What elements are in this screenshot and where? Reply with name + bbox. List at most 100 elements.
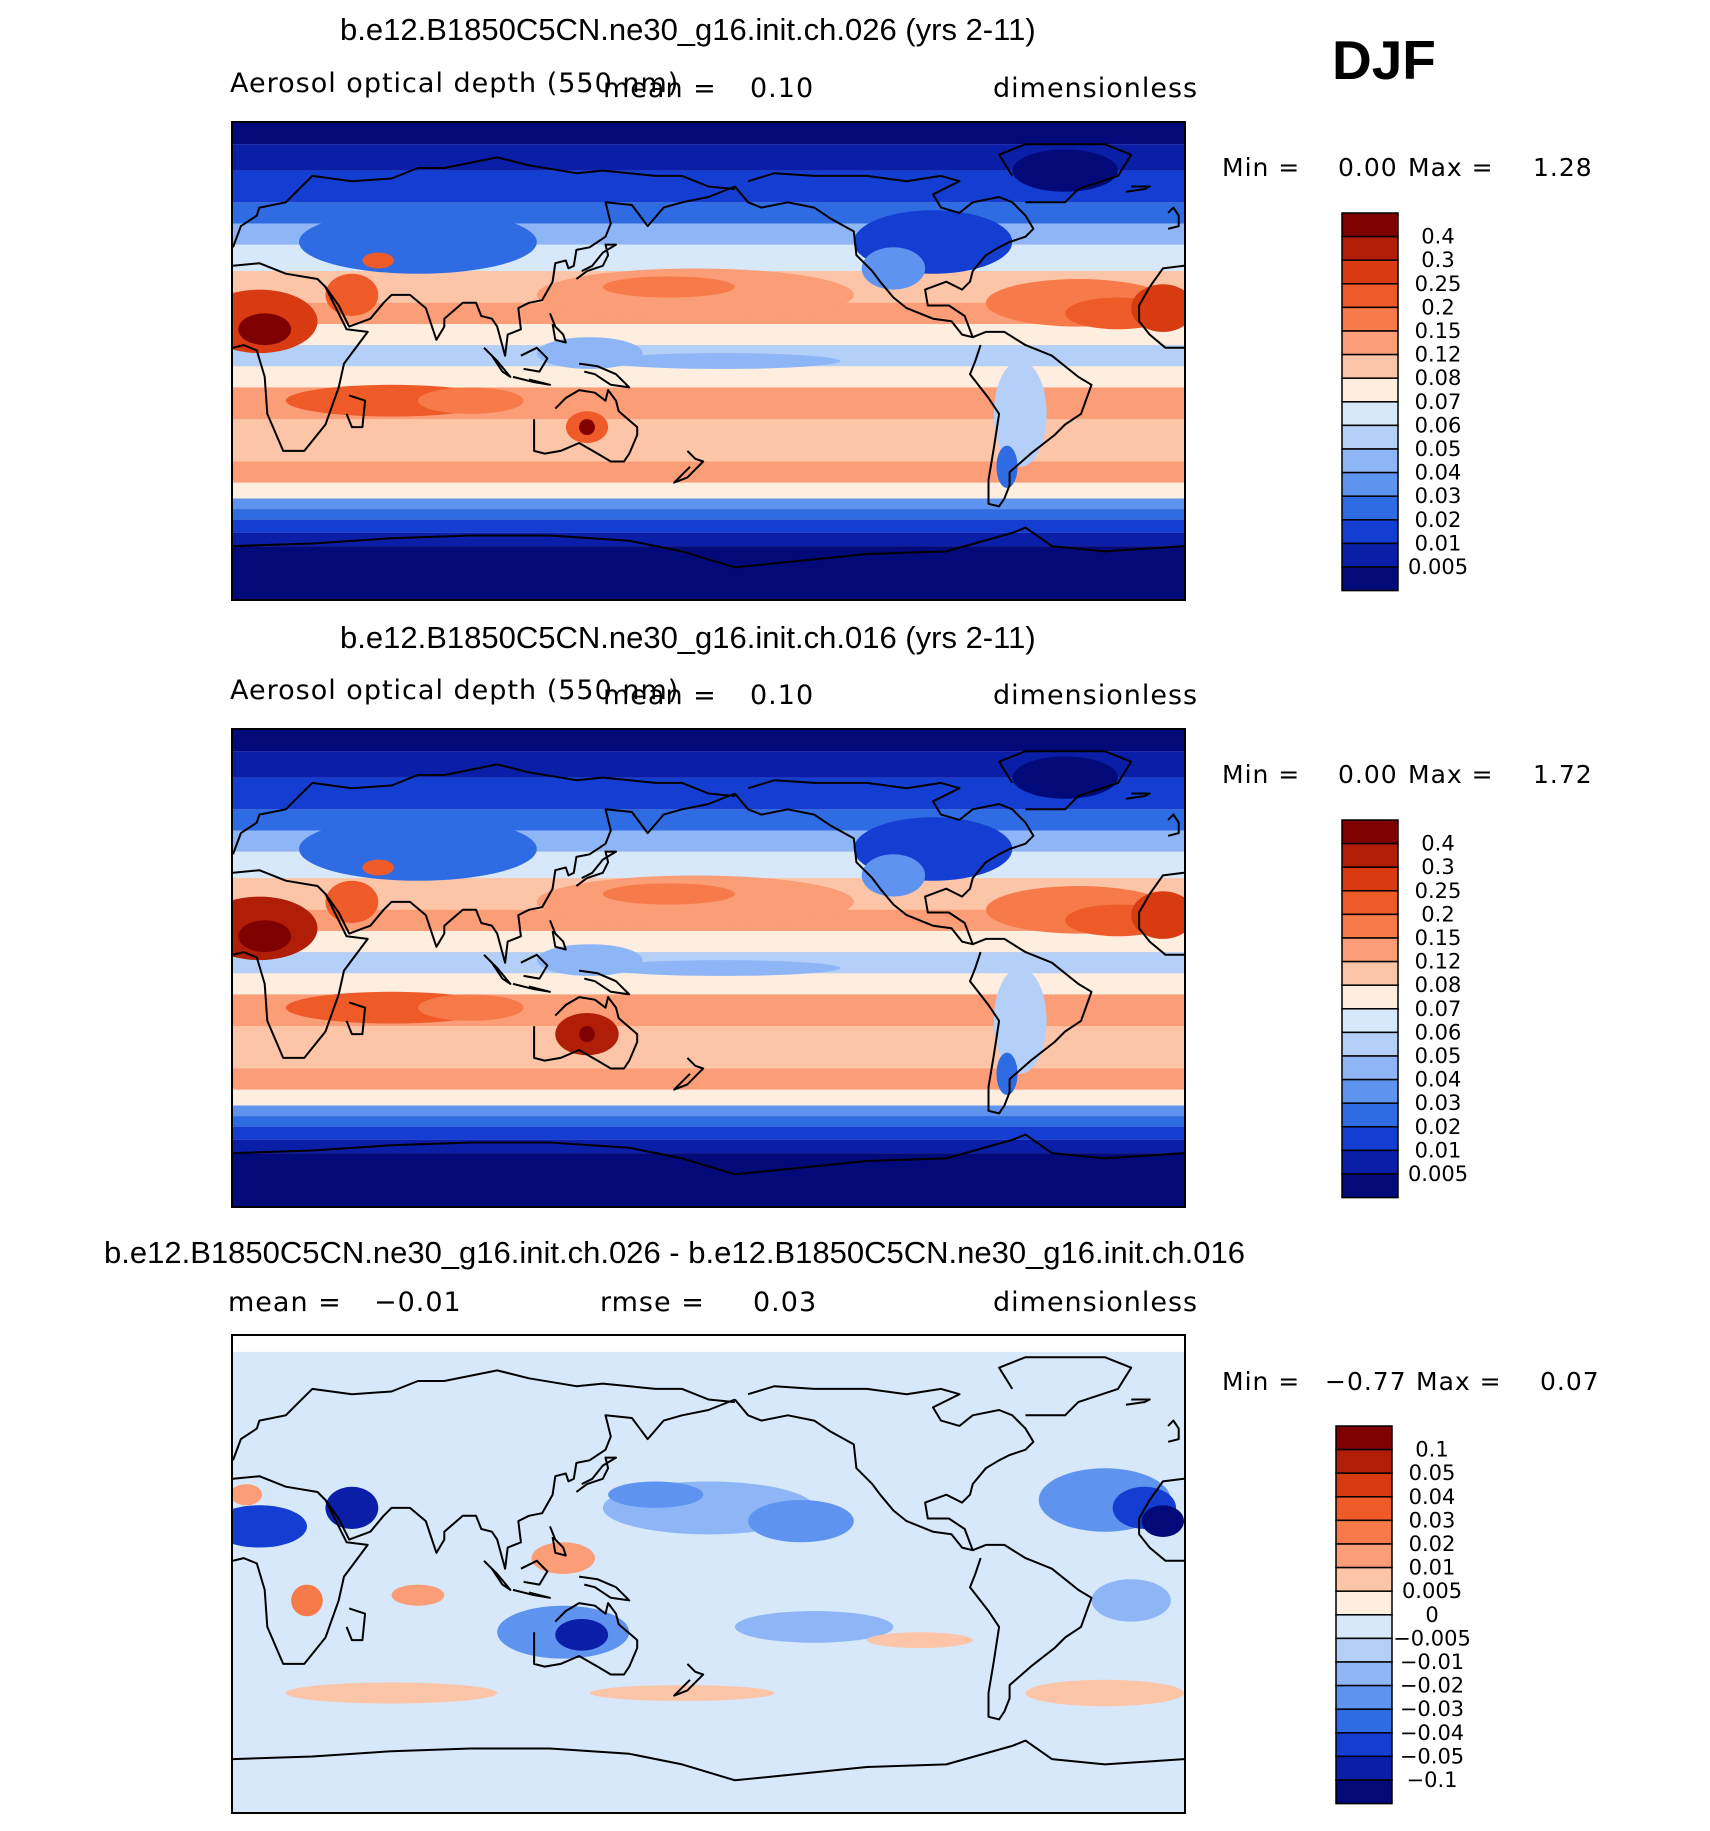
contour-band bbox=[233, 1089, 1184, 1106]
coastline bbox=[998, 750, 1133, 811]
colorbar-label: 0.03 bbox=[1409, 1508, 1456, 1532]
contour-blob bbox=[993, 361, 1047, 467]
panel-2-min-value: 0.00 bbox=[1338, 760, 1398, 789]
contour-blob bbox=[1141, 1505, 1184, 1537]
panel-3-max-value: 0.07 bbox=[1540, 1367, 1600, 1396]
contour-blob bbox=[861, 247, 926, 290]
coastline bbox=[734, 779, 1035, 946]
colorbar-swatch bbox=[1341, 519, 1399, 545]
contour-blob bbox=[233, 1484, 263, 1506]
colorbar-label: 0.3 bbox=[1421, 248, 1454, 272]
colorbar-label: −0.01 bbox=[1400, 1650, 1464, 1674]
colorbar-label: 0.2 bbox=[1421, 902, 1454, 926]
colorbar-swatch bbox=[1341, 1078, 1399, 1104]
colorbar-swatch bbox=[1341, 259, 1399, 285]
contour-band bbox=[233, 1068, 1184, 1090]
contour-blob bbox=[299, 817, 537, 881]
colorbar-swatch bbox=[1335, 1684, 1393, 1710]
colorbar-label: 0.01 bbox=[1415, 1138, 1462, 1162]
contour-blob bbox=[1012, 756, 1118, 799]
coastline bbox=[578, 1575, 631, 1602]
panel-2-map bbox=[231, 728, 1186, 1208]
coastline bbox=[345, 1607, 367, 1642]
colorbar-swatch bbox=[1335, 1614, 1393, 1640]
contour-blob bbox=[325, 880, 379, 924]
colorbar-label: 0.02 bbox=[1415, 1115, 1462, 1139]
panel-1-variable: Aerosol optical depth (550 nm) bbox=[230, 68, 680, 99]
coastline bbox=[1125, 1398, 1151, 1406]
contour-blob bbox=[285, 1682, 498, 1704]
colorbar-swatch bbox=[1341, 306, 1399, 332]
panel-1-colorbar: 0.4 0.3 0.25 0.2 0.15 0.12 0.08 0.07 0.06 0.05 0.0… bbox=[1341, 212, 1512, 593]
contour-band bbox=[233, 323, 1184, 346]
contour-band bbox=[233, 509, 1184, 520]
colorbar-swatch bbox=[1341, 1031, 1399, 1057]
colorbar-label: 0.07 bbox=[1415, 390, 1462, 414]
colorbar-label: 0.08 bbox=[1415, 973, 1462, 997]
contour-blob bbox=[531, 1542, 595, 1574]
contour-blob bbox=[1012, 149, 1118, 192]
panel-3-units: dimensionless bbox=[993, 1287, 1199, 1318]
colorbar-label: −0.03 bbox=[1400, 1697, 1464, 1721]
coastline bbox=[734, 172, 1035, 339]
colorbar-swatch bbox=[1341, 866, 1399, 892]
colorbar-label: 0.4 bbox=[1421, 225, 1454, 249]
colorbar-swatch bbox=[1341, 353, 1399, 379]
colorbar-label: 0.2 bbox=[1421, 295, 1454, 319]
colorbar-label: 0.01 bbox=[1409, 1556, 1456, 1580]
colorbar-swatch bbox=[1335, 1566, 1393, 1592]
coastline bbox=[1125, 792, 1151, 800]
colorbar-swatch bbox=[1341, 1008, 1399, 1034]
colorbar-swatch bbox=[1335, 1637, 1393, 1663]
contour-band bbox=[233, 1336, 1184, 1352]
colorbar-label: 0.07 bbox=[1415, 997, 1462, 1021]
coastline bbox=[483, 1560, 512, 1591]
colorbar-label: 0.08 bbox=[1415, 366, 1462, 390]
coastline bbox=[324, 1398, 736, 1570]
panel-2-units: dimensionless bbox=[993, 680, 1199, 711]
contour-blob bbox=[602, 276, 735, 298]
coastline bbox=[483, 954, 512, 985]
colorbar-swatch bbox=[1341, 1149, 1399, 1175]
coastline bbox=[345, 394, 367, 429]
colorbar-label: 0.05 bbox=[1409, 1461, 1456, 1485]
colorbar-label: 0.25 bbox=[1415, 879, 1462, 903]
colorbar-swatch bbox=[1341, 842, 1399, 868]
panel-3-min-value: −0.77 bbox=[1325, 1367, 1407, 1396]
colorbar-label: 0.4 bbox=[1421, 832, 1454, 856]
colorbar-swatch bbox=[1341, 542, 1399, 568]
colorbar-swatch bbox=[1341, 890, 1399, 916]
coastline bbox=[483, 347, 512, 378]
coastline bbox=[969, 937, 1093, 1115]
coastline bbox=[575, 243, 617, 280]
contour-band bbox=[233, 366, 1184, 388]
colorbar-swatch bbox=[1335, 1496, 1393, 1522]
contour-band bbox=[233, 519, 1184, 533]
colorbar-swatch bbox=[1341, 913, 1399, 939]
colorbar-label: 0.15 bbox=[1415, 926, 1462, 950]
coastline bbox=[533, 1602, 639, 1676]
coastline bbox=[533, 389, 639, 463]
colorbar-swatch bbox=[1341, 984, 1399, 1010]
colorbar-swatch bbox=[1341, 377, 1399, 403]
colorbar-label: −0.005 bbox=[1393, 1626, 1471, 1650]
contour-blob bbox=[362, 252, 395, 269]
colorbar-label: 0.03 bbox=[1415, 484, 1462, 508]
colorbar-swatch bbox=[1341, 401, 1399, 427]
panel-3-map bbox=[231, 1334, 1186, 1814]
coastline bbox=[233, 1475, 369, 1665]
panel-1-min-value: 0.00 bbox=[1338, 153, 1398, 182]
coastline bbox=[969, 330, 1093, 508]
contour-band bbox=[233, 546, 1184, 599]
colorbar-swatch bbox=[1341, 1173, 1399, 1199]
colorbar-swatch bbox=[1335, 1519, 1393, 1545]
panel-1-max-label: Max = bbox=[1408, 153, 1494, 182]
contour-blob bbox=[291, 1584, 323, 1617]
panel-3-rmse-label: rmse = bbox=[600, 1287, 705, 1318]
contour-blob bbox=[417, 387, 524, 414]
colorbar-swatch bbox=[1335, 1472, 1393, 1498]
colorbar-label: 0.04 bbox=[1415, 461, 1462, 485]
colorbar-swatch bbox=[1341, 566, 1399, 592]
panel-1-max-value: 1.28 bbox=[1533, 153, 1593, 182]
colorbar-swatch bbox=[1341, 448, 1399, 474]
